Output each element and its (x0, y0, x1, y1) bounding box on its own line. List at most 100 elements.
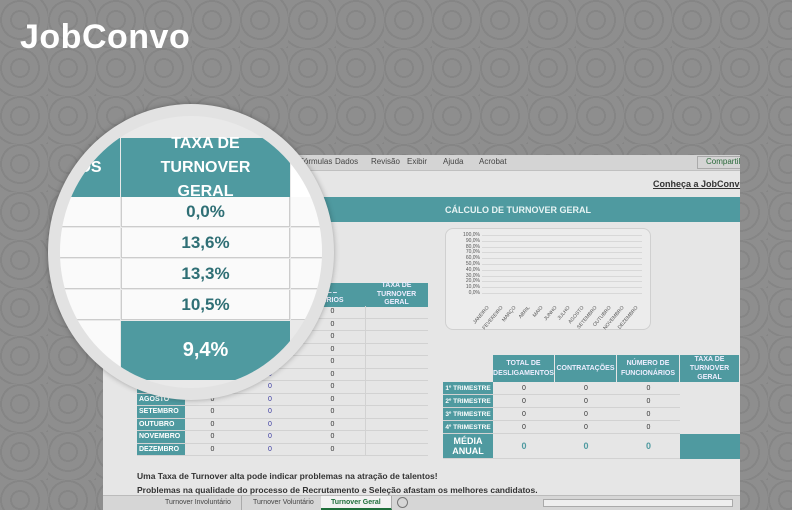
cell: 0 (555, 395, 617, 408)
grid-line (482, 252, 642, 254)
zoom-cell (60, 259, 120, 289)
grid-line (482, 275, 642, 277)
table-header: NÚMERO DE FUNCIONÁRIOS (617, 355, 679, 382)
cell: 0 (185, 444, 240, 456)
cell: 0 (555, 408, 617, 421)
zoom-cell (291, 259, 322, 289)
cell: 0 (240, 431, 300, 444)
y-tick-label: 90,0% (465, 237, 480, 244)
cell (365, 393, 428, 406)
sheet-tab[interactable]: Turnover Geral (321, 496, 392, 510)
y-tick-label: 0,0% (468, 290, 480, 296)
zoom-header: TAXA DE TURNOVER GERAL (121, 135, 290, 200)
zoom-cell (60, 290, 120, 320)
grid-line (482, 258, 642, 260)
month-label: DEZEMBRO (137, 443, 185, 456)
cell (365, 418, 428, 431)
zoom-header (291, 138, 322, 197)
scrollbar (543, 499, 733, 507)
sheet-tab[interactable]: Turnover Involuntário (155, 496, 242, 510)
logo: JobConvo (20, 18, 191, 56)
zoom-cell (60, 197, 120, 227)
zoom-cell (291, 290, 322, 320)
grid-line (482, 240, 642, 242)
row-label: 3º TRIMESTRE (443, 408, 493, 421)
add-tab[interactable] (397, 497, 408, 508)
menu-item[interactable]: Revisão (371, 157, 400, 166)
cell: 0 (555, 382, 617, 395)
zoom-value: 13,3% (121, 259, 290, 289)
month-label: OUTUBRO (137, 418, 185, 431)
menu-item[interactable]: Ajuda (443, 157, 464, 166)
cell: 0 (240, 419, 300, 431)
grid-line (482, 235, 642, 236)
menu-item[interactable]: Dados (335, 157, 359, 166)
row-label: 4º TRIMESTRE (443, 421, 493, 434)
cell: 0 (240, 444, 300, 456)
y-tick-label: 30,0% (465, 272, 480, 279)
sheet-tab[interactable]: Turnover Voluntário (243, 496, 325, 510)
zoom-cell (291, 228, 322, 258)
grid-line (482, 246, 642, 248)
cell: 0 (300, 419, 365, 431)
chart: 100,0% 90,0% 80,0% 70,0% 60,0% 50,0% 40,0% 30,0… (445, 228, 651, 331)
zoom-cell (60, 321, 120, 380)
cell: 0 (300, 406, 365, 419)
cell: 0 (300, 331, 365, 344)
grid-line (482, 264, 642, 265)
cell: 0 (617, 382, 680, 395)
cell: 0 (185, 406, 240, 419)
share-button[interactable]: Compartilhar (697, 156, 740, 169)
cell: 0 (300, 344, 365, 356)
cell (365, 381, 428, 394)
row-label: MÉDIA ANUAL (443, 434, 493, 459)
cell: 0 (300, 381, 365, 394)
cell (365, 343, 428, 356)
menu-item[interactable]: Exibir (407, 157, 428, 166)
magnifier: OS TAXA DE TURNOVER GERAL 0,0% 13,6% 13,3% 10… (48, 104, 334, 400)
cell (365, 306, 428, 319)
y-tick-label: 70,0% (465, 249, 480, 256)
cell (365, 356, 428, 369)
cell: 0 (300, 369, 365, 381)
cell: 0 (493, 395, 555, 408)
cell: 0 (617, 395, 680, 408)
month-label: NOVEMBRO (137, 431, 185, 444)
row-label: 1º TRIMESTRE (443, 382, 493, 395)
zoom-total: 9,4% (121, 321, 290, 380)
table-header: TAXA DE TURNOVER GERAL (365, 282, 428, 307)
cell: 0 (185, 394, 240, 406)
table-header: TAXA DE TURNOVER GERAL (680, 355, 739, 382)
link[interactable]: Conheça a JobConvo (653, 179, 740, 189)
y-tick-label: 100,0% (463, 232, 480, 238)
cell: 0 (555, 434, 617, 459)
grid-line (482, 293, 642, 294)
cell: 0 (617, 434, 680, 459)
menu-item[interactable]: Acrobat (479, 157, 507, 166)
y-tick-label: 20,0% (465, 278, 480, 285)
zoom-header: OS (60, 138, 120, 197)
y-tick-label: 40,0% (465, 266, 480, 273)
cell: 0 (300, 319, 365, 331)
cell: 0 (300, 444, 365, 456)
cell: 0 (617, 408, 680, 421)
sheet-tabs: Turnover Involuntário Turnover Voluntário… (103, 495, 740, 510)
row-label: 2º TRIMESTRE (443, 395, 493, 408)
cell (680, 434, 740, 459)
y-tick-label: 50,0% (465, 261, 480, 267)
cell (365, 406, 428, 419)
cell (365, 331, 428, 344)
zoom-value: 10,5% (121, 290, 290, 320)
cell: 0 (300, 394, 365, 406)
cell: 0 (240, 381, 300, 394)
zoom-value: 0,0% (121, 197, 290, 227)
sheet-title: CÁLCULO DE TURNOVER GERAL (283, 197, 740, 222)
cell: 0 (185, 419, 240, 431)
zoom-cell (291, 197, 322, 227)
cell: 0 (300, 431, 365, 444)
cell (365, 318, 428, 331)
cell: 0 (493, 408, 555, 421)
cell (365, 368, 428, 381)
cell: 0 (493, 434, 555, 459)
